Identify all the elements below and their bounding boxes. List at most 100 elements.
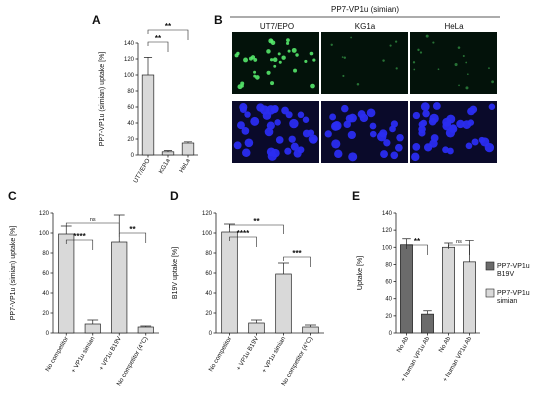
y-axis-title: Uptake [%] bbox=[357, 256, 364, 290]
microscopy-column-kg1a: KG1a bbox=[355, 22, 376, 31]
error-bar bbox=[278, 262, 289, 274]
error-bar bbox=[163, 150, 173, 152]
y-tick-label: 80 bbox=[205, 251, 212, 257]
chart-d: 0 20 40 60 80 100 120 B19V uptake [%] No competi… bbox=[172, 211, 324, 387]
bar bbox=[137, 326, 154, 334]
bar bbox=[221, 231, 238, 334]
microscopy-tile-blue bbox=[321, 101, 408, 163]
error-bar bbox=[87, 319, 99, 324]
y-tick-label: 0 bbox=[131, 153, 135, 159]
chart-c: 0 20 40 60 80 100 120 PP7-VP1u (simian) uptake … bbox=[10, 211, 159, 387]
bar bbox=[463, 261, 476, 334]
legend-label: PP7-VP1u B19V bbox=[497, 263, 530, 278]
y-tick-label: 0 bbox=[46, 331, 50, 337]
y-tick-label: 80 bbox=[385, 262, 392, 268]
y-tick-label: 120 bbox=[202, 211, 213, 217]
y-tick-label: 80 bbox=[42, 251, 49, 257]
microscopy-column-hela: HeLa bbox=[444, 22, 464, 31]
y-tick-label: 120 bbox=[382, 228, 393, 234]
category-label: No competitor bbox=[44, 336, 70, 373]
error-bar bbox=[305, 324, 316, 327]
error-bar bbox=[143, 57, 153, 75]
y-tick-label: 40 bbox=[127, 121, 134, 127]
significance-label: ** bbox=[414, 237, 421, 246]
y-tick-label: 40 bbox=[42, 291, 49, 297]
bar bbox=[181, 142, 195, 156]
panel-letter-c: C bbox=[8, 189, 17, 203]
significance-bracket bbox=[65, 239, 94, 250]
panel-letter-a: A bbox=[92, 13, 101, 27]
microscopy-tile-blue bbox=[232, 101, 319, 163]
legend-swatch bbox=[485, 288, 495, 298]
y-tick-label: 100 bbox=[202, 231, 213, 237]
y-tick-label: 140 bbox=[382, 211, 393, 217]
legend-label: PP7-VP1u simian bbox=[497, 290, 530, 305]
microscopy-panel: PP7-VP1u (simian) UT7/EPO KG1a HeLa bbox=[230, 5, 500, 163]
y-tick-label: 20 bbox=[385, 314, 392, 320]
y-tick-label: 120 bbox=[39, 211, 50, 217]
significance-bracket bbox=[65, 222, 120, 232]
significance-bracket bbox=[118, 232, 147, 243]
error-bar bbox=[60, 225, 72, 234]
bar bbox=[141, 74, 155, 156]
y-tick-label: 100 bbox=[39, 231, 50, 237]
bar bbox=[421, 313, 434, 334]
y-tick-label: 120 bbox=[124, 57, 135, 63]
bar bbox=[248, 322, 265, 334]
category-label: KG1a bbox=[158, 157, 172, 175]
significance-bracket bbox=[229, 224, 284, 234]
y-tick-label: 60 bbox=[127, 105, 134, 111]
y-tick-label: 20 bbox=[205, 311, 212, 317]
significance-bracket bbox=[406, 244, 428, 255]
bar bbox=[400, 244, 413, 334]
significance-bracket bbox=[283, 256, 311, 267]
significance-label: ** bbox=[155, 34, 162, 43]
panel-letter-d: D bbox=[170, 189, 179, 203]
category-label: HeLa bbox=[178, 157, 192, 174]
bar bbox=[58, 233, 75, 334]
category-label: + VP1u B19V bbox=[98, 335, 123, 372]
y-axis-title: PP7-VP1u (simian) uptake [%] bbox=[10, 226, 17, 321]
error-bar bbox=[183, 141, 193, 143]
bar bbox=[302, 326, 319, 334]
y-tick-label: 0 bbox=[209, 331, 213, 337]
significance-label: **** bbox=[73, 232, 86, 241]
y-tick-label: 80 bbox=[127, 89, 134, 95]
microscopy-title: PP7-VP1u (simian) bbox=[331, 5, 399, 14]
significance-bracket bbox=[229, 236, 257, 247]
significance-label: ** bbox=[165, 22, 172, 31]
category-label: + VP1u B19V bbox=[235, 335, 260, 372]
y-tick-label: 100 bbox=[124, 73, 135, 79]
bar bbox=[84, 323, 101, 334]
significance-label: *** bbox=[292, 249, 302, 258]
y-axis-title: B19V uptake [%] bbox=[172, 247, 179, 299]
category-label: + VP1u simian bbox=[261, 335, 288, 374]
y-tick-label: 140 bbox=[124, 41, 135, 47]
significance-label: **** bbox=[237, 229, 250, 238]
y-tick-label: 40 bbox=[205, 291, 212, 297]
panel-letter-e: E bbox=[352, 189, 360, 203]
y-tick-label: 20 bbox=[42, 311, 49, 317]
significance-label: ** bbox=[129, 225, 136, 234]
y-tick-label: 60 bbox=[385, 280, 392, 286]
y-tick-label: 20 bbox=[127, 137, 134, 143]
category-label: No competitor bbox=[208, 336, 234, 373]
category-label: UT7/EPO bbox=[132, 157, 152, 184]
category-label: No Ab bbox=[396, 335, 411, 354]
microscopy-column-ut7: UT7/EPO bbox=[260, 22, 294, 31]
y-tick-label: 0 bbox=[389, 331, 393, 337]
y-tick-label: 40 bbox=[385, 297, 392, 303]
error-bar bbox=[251, 319, 262, 323]
significance-bracket bbox=[147, 41, 169, 52]
y-tick-label: 60 bbox=[205, 271, 212, 277]
legend-swatch bbox=[485, 261, 495, 271]
microscopy-tile-green bbox=[410, 32, 497, 94]
category-label: No Ab bbox=[438, 335, 453, 354]
significance-label: ns bbox=[90, 217, 96, 223]
y-axis-title: PP7-VP1u (simian) uptake [%] bbox=[99, 52, 106, 147]
microscopy-tile-blue bbox=[410, 101, 497, 163]
significance-label: ** bbox=[253, 217, 260, 226]
y-tick-label: 100 bbox=[382, 245, 393, 251]
